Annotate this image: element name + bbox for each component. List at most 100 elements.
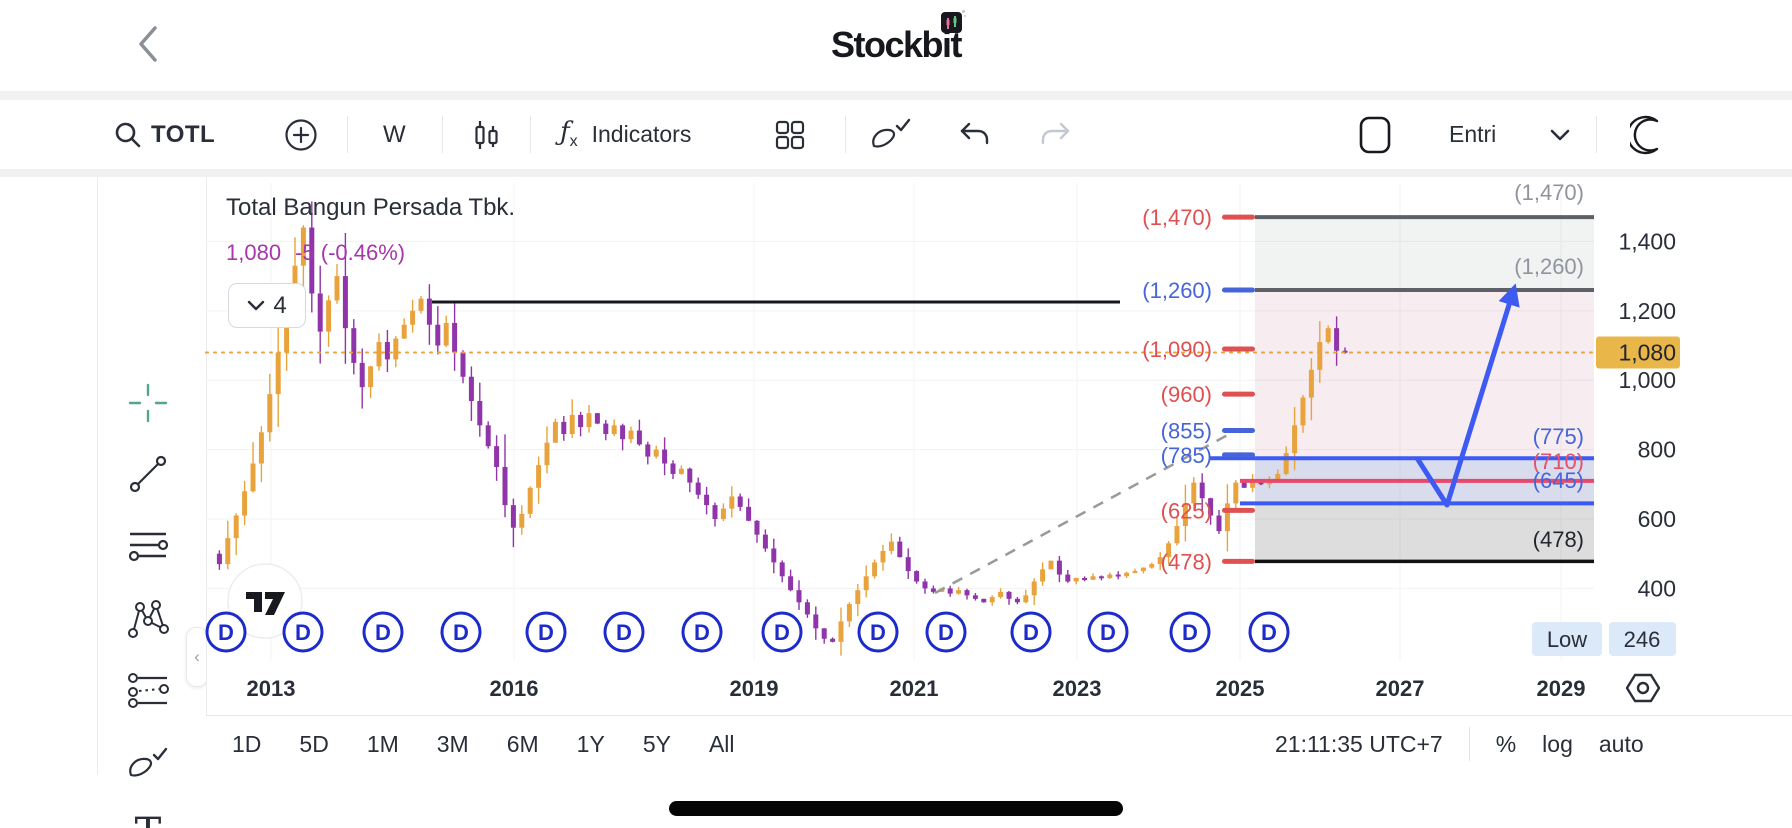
candle-body xyxy=(880,550,886,563)
dividend-marker[interactable] xyxy=(282,611,324,653)
axis-settings-icon[interactable] xyxy=(1625,673,1661,703)
crosshair-icon xyxy=(128,383,168,423)
indicators-button[interactable]: ƒx Indicators xyxy=(560,100,691,169)
back-button[interactable] xyxy=(128,22,168,66)
dividend-marker[interactable] xyxy=(205,611,247,653)
candle-body xyxy=(578,414,584,428)
year-label[interactable]: 2027 xyxy=(1376,676,1425,701)
level-label-right: (645) xyxy=(1533,468,1584,493)
candle-body xyxy=(1199,482,1205,499)
dividend-marker[interactable] xyxy=(440,611,482,653)
dividend-marker-letter: D xyxy=(538,620,554,645)
level-dash xyxy=(1222,558,1255,564)
dividend-marker[interactable] xyxy=(681,611,723,653)
timeframe-5d[interactable]: 5D xyxy=(299,731,329,757)
dividend-marker[interactable] xyxy=(925,611,967,653)
candle-body xyxy=(1241,482,1247,488)
dividend-marker[interactable] xyxy=(1169,611,1211,653)
timeframe-all[interactable]: All xyxy=(708,731,735,757)
candle-body xyxy=(1224,503,1230,532)
dividend-marker[interactable] xyxy=(1087,611,1129,653)
timeframe-1m[interactable]: 1M xyxy=(366,731,399,757)
year-label[interactable]: 2021 xyxy=(890,676,939,701)
tool-parallel-channel[interactable] xyxy=(124,667,172,715)
candle-body xyxy=(418,298,424,311)
dividend-marker[interactable] xyxy=(761,611,803,653)
dividend-marker[interactable] xyxy=(525,611,567,653)
dividend-marker[interactable] xyxy=(857,611,899,653)
interval-button[interactable]: W xyxy=(383,100,406,169)
candle-body xyxy=(309,227,315,294)
tool-trend-line[interactable] xyxy=(124,450,172,498)
candle-body xyxy=(519,513,525,528)
percent-scale-button[interactable]: % xyxy=(1495,730,1517,757)
candle-body xyxy=(351,328,357,363)
dashed-trendline[interactable] xyxy=(934,428,1238,595)
projection-band xyxy=(1255,217,1594,290)
tool-horizontal-lines[interactable] xyxy=(124,522,172,570)
candle-body xyxy=(1124,572,1130,577)
tool-crosshair[interactable] xyxy=(124,379,172,427)
dividend-marker[interactable] xyxy=(1010,611,1052,653)
snapshot-frame-button[interactable] xyxy=(1356,100,1394,169)
low-pill xyxy=(1532,622,1602,656)
tool-xabcd-pattern[interactable] xyxy=(124,595,172,643)
chart-type-button[interactable] xyxy=(468,100,504,169)
candle-body xyxy=(1107,574,1113,579)
dividend-marker[interactable] xyxy=(603,611,645,653)
level-dash xyxy=(1222,452,1255,458)
year-label[interactable]: 2013 xyxy=(247,676,296,701)
current-price-badge xyxy=(1596,336,1680,369)
candle-body xyxy=(1308,369,1314,398)
projection-arrow[interactable] xyxy=(1414,283,1520,508)
year-label[interactable]: 2016 xyxy=(490,676,539,701)
parallel-channel-icon xyxy=(128,673,169,708)
undo-button[interactable] xyxy=(958,100,992,169)
year-label[interactable]: 2023 xyxy=(1053,676,1102,701)
candle-body xyxy=(1140,567,1146,572)
layout-template-chevron[interactable] xyxy=(1548,100,1572,169)
dividend-marker-letter: D xyxy=(218,620,234,645)
timeframe-1y[interactable]: 1Y xyxy=(576,731,605,757)
clock-label[interactable]: 21:11:35 UTC+7 xyxy=(1275,730,1443,757)
candle-body xyxy=(1082,578,1088,581)
compare-add-button[interactable] xyxy=(284,100,318,169)
tool-brush[interactable] xyxy=(124,739,172,787)
level-label-left: (625) xyxy=(1161,498,1212,523)
symbol-search-button[interactable]: TOTL xyxy=(114,100,215,169)
timeframe-1d[interactable]: 1D xyxy=(232,731,262,757)
candle-body xyxy=(729,496,735,509)
drawing-tools-button[interactable] xyxy=(868,100,912,169)
drawings-count-button[interactable]: 4 xyxy=(228,283,306,328)
home-indicator[interactable] xyxy=(669,801,1123,816)
dividend-marker[interactable] xyxy=(1248,611,1290,653)
layout-template-button[interactable]: Entri xyxy=(1449,100,1496,169)
timeframe-3m[interactable]: 3M xyxy=(436,731,469,757)
symbol-label: TOTL xyxy=(151,120,216,148)
redo-button[interactable] xyxy=(1038,100,1072,169)
tradingview-logo[interactable] xyxy=(227,563,303,639)
year-label[interactable]: 2029 xyxy=(1537,676,1586,701)
tool-text[interactable]: T xyxy=(124,810,172,828)
level-dash xyxy=(1222,287,1255,293)
year-label[interactable]: 2019 xyxy=(730,676,779,701)
timeframe-5y[interactable]: 5Y xyxy=(642,731,671,757)
level-label-right: (775) xyxy=(1533,424,1584,449)
dividend-marker[interactable] xyxy=(362,611,404,653)
log-scale-button[interactable]: log xyxy=(1542,730,1573,757)
timeframe-6m[interactable]: 6M xyxy=(506,731,539,757)
candle-body xyxy=(334,276,340,301)
candle-body xyxy=(779,562,785,577)
chevron-down-icon xyxy=(1550,129,1570,140)
layout-grid-button[interactable] xyxy=(772,100,808,169)
candle-body xyxy=(460,352,466,377)
level-dash xyxy=(1222,214,1255,220)
candle-body xyxy=(653,449,659,457)
year-label[interactable]: 2025 xyxy=(1216,676,1265,701)
candles-group[interactable] xyxy=(216,201,1348,656)
dark-mode-button[interactable] xyxy=(1630,100,1670,169)
auto-scale-button[interactable]: auto xyxy=(1598,730,1644,757)
divider-strip-top xyxy=(0,91,1792,100)
level-label-left: (1,470) xyxy=(1142,205,1212,230)
